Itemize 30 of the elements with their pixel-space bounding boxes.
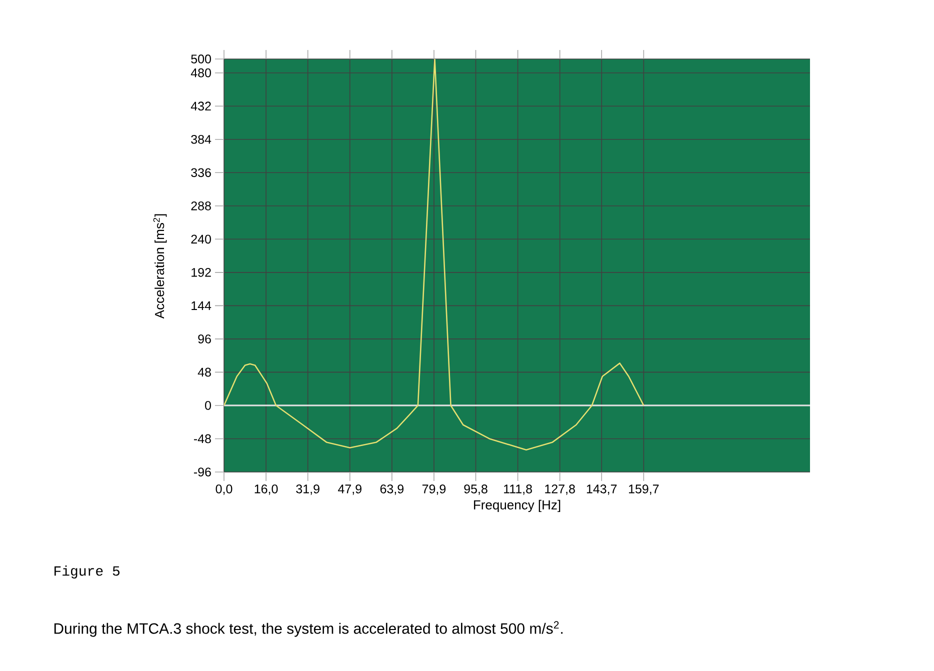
x-tick-label: 16,0 bbox=[254, 484, 278, 495]
y-axis-title: Acceleration [ms$^{2}$] bbox=[153, 214, 167, 319]
y-tick-label: 432 bbox=[190, 102, 211, 111]
x-tick-label: 95,8 bbox=[464, 484, 488, 495]
y-tick-label: 336 bbox=[191, 168, 211, 178]
y-tick-label: 384 bbox=[191, 134, 212, 144]
y-tick-label: 192 bbox=[192, 268, 211, 277]
y-tick-label: 96 bbox=[198, 334, 211, 344]
x-tick-label: 31,9 bbox=[296, 484, 320, 495]
x-tick-label: 127,8 bbox=[545, 484, 575, 495]
y-tick-label: -96 bbox=[194, 468, 211, 476]
x-tick-label: 0,0 bbox=[216, 484, 232, 495]
y-tick-label: 240 bbox=[191, 234, 211, 244]
x-tick-label: 47,9 bbox=[338, 484, 362, 495]
x-tick-label: 111,8 bbox=[504, 484, 532, 495]
x-tick-label: 143,7 bbox=[586, 484, 617, 495]
y-tick-label: 0 bbox=[205, 401, 211, 410]
text: During the MTCA.3 shock test, the system is accelerated to almost 500 m/s$^{2}$. bbox=[54, 621, 563, 637]
y-tick-label: 144 bbox=[192, 301, 212, 310]
x-tick-label: 63,9 bbox=[380, 484, 404, 495]
y-tick-label: 500 bbox=[191, 54, 211, 64]
y-tick-label: 48 bbox=[198, 368, 211, 377]
x-tick-label: 159,7 bbox=[628, 484, 659, 495]
line-series bbox=[224, 58, 644, 450]
x-axis-title: Frequency [Hz] bbox=[474, 500, 560, 512]
y-tick-label: -48 bbox=[194, 434, 211, 444]
y-tick-label: 288 bbox=[191, 201, 211, 210]
x-tick-label: 79,9 bbox=[422, 484, 446, 495]
caption: Figure 5 bbox=[54, 565, 120, 579]
y-tick-label: 480 bbox=[190, 68, 211, 78]
